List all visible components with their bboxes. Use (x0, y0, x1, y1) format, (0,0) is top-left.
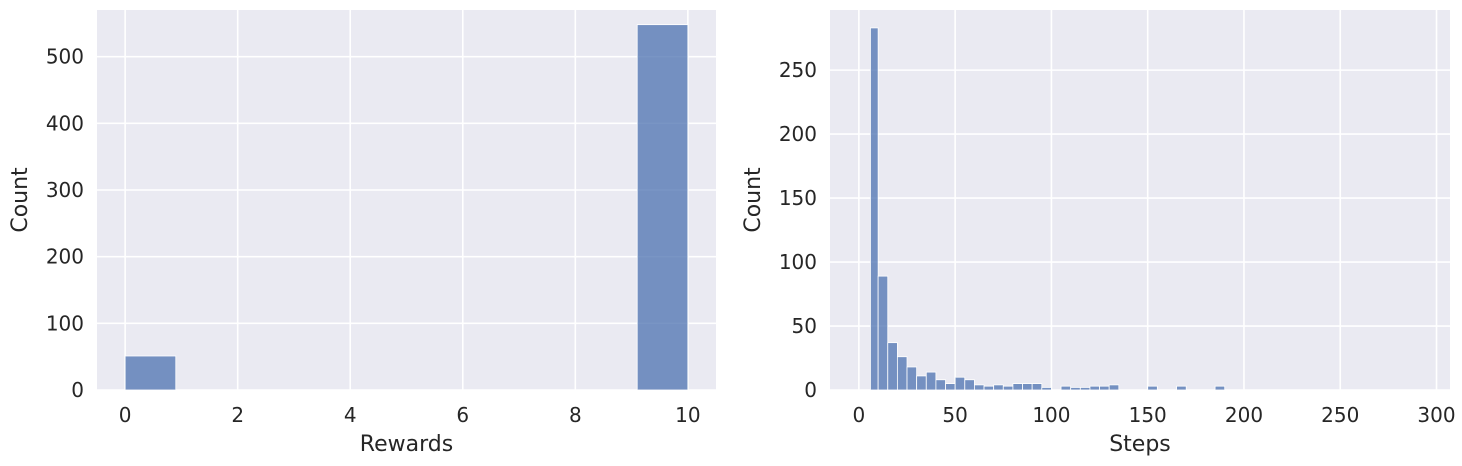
y-tick-label: 150 (779, 186, 817, 210)
x-tick-label: 8 (569, 403, 582, 427)
histogram-bar (1031, 383, 1043, 391)
histogram-bar (974, 384, 985, 391)
y-tick-label: 0 (804, 378, 817, 402)
x-tick-label: 150 (1129, 403, 1167, 427)
histogram-bar (925, 371, 937, 391)
histogram-bar (993, 384, 1004, 391)
histogram-bar (887, 342, 898, 391)
histogram-bar (983, 385, 995, 391)
histogram-bar (1099, 385, 1110, 391)
y-tick-label: 200 (779, 122, 817, 146)
x-tick-label: 10 (675, 403, 700, 427)
histogram-bar (964, 379, 975, 391)
histogram-bar (1089, 385, 1100, 391)
x-axis-label: Rewards (360, 432, 453, 457)
x-axis-label: Steps (1109, 432, 1171, 457)
x-tick-label: 100 (1032, 403, 1070, 427)
x-tick-label: 6 (456, 403, 469, 427)
histogram-bar (1147, 385, 1158, 391)
x-tick-label: 200 (1225, 403, 1263, 427)
histogram-bar (1041, 387, 1052, 391)
y-tick-label: 400 (46, 111, 84, 135)
histogram-bar (1012, 383, 1023, 391)
histogram-bar (870, 27, 879, 391)
histogram-bar (877, 275, 889, 391)
histogram-bar (1002, 385, 1014, 391)
histogram-bar (1070, 387, 1081, 391)
histogram-bar (906, 366, 918, 391)
histogram-bar (935, 379, 946, 391)
y-tick-label: 50 (792, 314, 817, 338)
histogram-bar (1022, 383, 1033, 391)
histogram-bar (1060, 385, 1072, 391)
histogram-bar (124, 355, 177, 391)
y-tick-label: 100 (46, 311, 84, 335)
plot-area (830, 10, 1450, 390)
histogram-bar (636, 24, 689, 391)
histogram-bar (954, 376, 966, 391)
y-axis-label: Count (741, 167, 766, 233)
histogram-bar (896, 356, 908, 391)
x-tick-label: 0 (119, 403, 132, 427)
y-tick-label: 200 (46, 245, 84, 269)
x-tick-label: 4 (344, 403, 357, 427)
y-tick-label: 300 (46, 178, 84, 202)
x-tick-label: 50 (942, 403, 967, 427)
y-tick-label: 100 (779, 250, 817, 274)
histogram-bar (1079, 387, 1091, 391)
x-tick-label: 0 (853, 403, 866, 427)
histogram-bar (916, 375, 927, 391)
histogram-bar (1214, 385, 1226, 391)
x-tick-label: 2 (231, 403, 244, 427)
steps-histogram: 0 50 100 150 200 250 300 0 50 100 150 200 250 Steps Co… (741, 10, 1456, 457)
y-axis-label: Count (8, 167, 33, 233)
y-tick-label: 500 (46, 45, 84, 69)
histogram-bar (945, 383, 956, 391)
plot-area (97, 10, 716, 390)
x-tick-label: 250 (1321, 403, 1359, 427)
y-tick-label: 0 (71, 378, 84, 402)
x-tick-label: 300 (1417, 403, 1455, 427)
histogram-bar (1108, 384, 1120, 391)
y-tick-label: 250 (779, 58, 817, 82)
histogram-bar (1176, 385, 1187, 391)
